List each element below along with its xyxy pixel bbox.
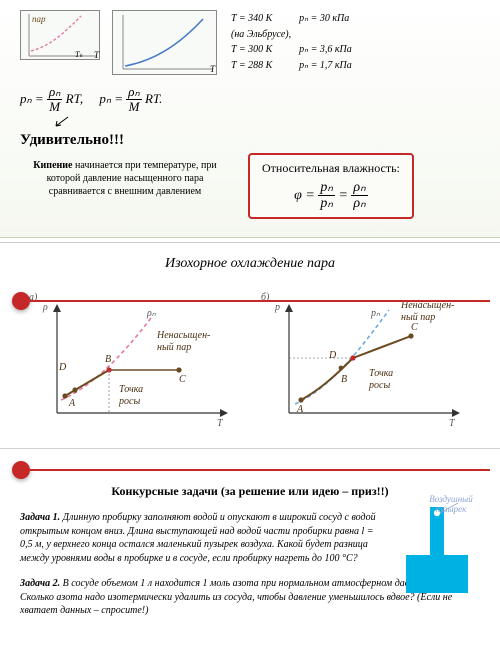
red-underline	[30, 300, 490, 302]
red-underline	[30, 469, 490, 471]
svg-text:pₙ: pₙ	[370, 308, 381, 319]
svg-text:Точка: Точка	[119, 384, 143, 395]
svg-text:A: A	[68, 398, 76, 409]
relbox-header: Относительная влажность:	[262, 161, 400, 176]
top-separator	[0, 242, 500, 243]
formula-row: pₙ = ρₙM RT, pₙ = ρₙM RT.	[20, 85, 480, 115]
tp-data-table: T = 340 Кpₙ = 30 кПа (на Эльбрусе), T = …	[229, 10, 360, 74]
boiling-text: Кипение начинается при температуре, при …	[20, 159, 230, 198]
cursive-remark: Удивительно!!!	[20, 132, 480, 149]
axis-x: T	[210, 64, 215, 74]
svg-text:B: B	[341, 374, 347, 385]
relative-humidity-box: Относительная влажность: φ = pₙpₙ = ρₙρₙ	[248, 153, 414, 220]
tube-diagram: Воздушныйпузырек	[400, 501, 478, 600]
bottom-separator	[0, 448, 500, 449]
svg-text:T: T	[449, 418, 456, 429]
svg-text:B: B	[105, 354, 111, 365]
svg-text:p: p	[274, 302, 280, 313]
svg-text:ρₙ: ρₙ	[146, 308, 157, 319]
axis-x: T	[94, 50, 99, 60]
contest-title: Конкурсные задачи (за решение или идею –…	[20, 484, 480, 499]
svg-text:C: C	[411, 322, 418, 333]
svg-text:A: A	[296, 404, 304, 415]
svg-text:росы: росы	[118, 396, 140, 407]
slide-isochoric: Изохорное охлаждение пара a) ρ ρₙ D A	[0, 238, 500, 453]
bubble-label: Воздушныйпузырек	[420, 495, 482, 515]
svg-text:ρ: ρ	[42, 302, 48, 313]
svg-text:C: C	[179, 374, 186, 385]
mini-chart-right: T	[112, 10, 217, 75]
arrow-icon	[48, 115, 118, 129]
graph-b: б) p pₙ D A B C Ненасыщен- ный пар Точка	[261, 288, 471, 433]
tk-tick: Tₖ	[75, 50, 83, 59]
slide2-title: Изохорное охлаждение пара	[20, 250, 480, 278]
graph-a: a) ρ ρₙ D A B C Ненасыщен-	[29, 288, 239, 433]
svg-text:ный пар: ный пар	[157, 342, 191, 353]
task-1: Задача 1. Длинную пробирку заполняют вод…	[20, 511, 380, 565]
graphs-row: a) ρ ρₙ D A B C Ненасыщен-	[20, 288, 480, 433]
svg-text:D: D	[328, 350, 337, 361]
mini-chart-left: пар Tₖ T	[20, 10, 100, 60]
top-row: пар Tₖ T T T = 340 Кpₙ = 30 кПа (на Эльб…	[20, 10, 480, 75]
svg-text:D: D	[58, 362, 67, 373]
svg-text:Ненасыщен-: Ненасыщен-	[156, 330, 210, 341]
vapor-label: пар	[32, 14, 46, 24]
svg-text:ный пар: ный пар	[401, 312, 435, 323]
slide-humidity: пар Tₖ T T T = 340 Кpₙ = 30 кПа (на Эльб…	[0, 0, 500, 238]
red-dot-icon	[12, 461, 30, 479]
slide-contest: Конкурсные задачи (за решение или идею –…	[0, 453, 500, 650]
svg-text:росы: росы	[368, 380, 390, 391]
svg-text:Точка: Точка	[369, 368, 393, 379]
svg-text:T: T	[217, 418, 224, 429]
